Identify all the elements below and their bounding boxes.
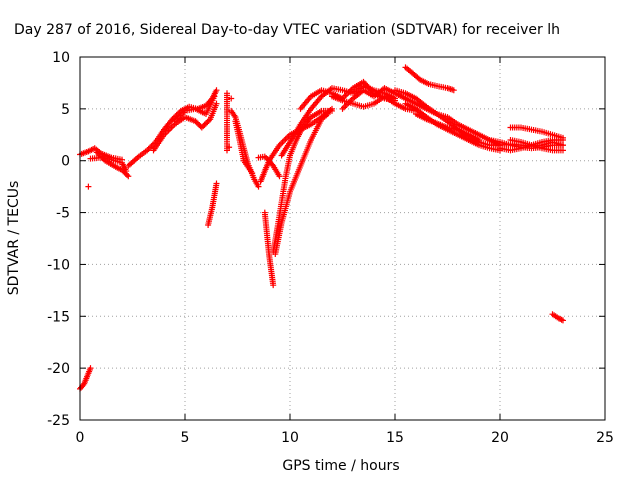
data-point xyxy=(270,282,277,289)
x-tick-label: 10 xyxy=(281,430,299,446)
data-point xyxy=(560,134,566,141)
x-tick-label: 15 xyxy=(386,430,404,446)
data-point xyxy=(211,93,218,100)
data-point xyxy=(476,136,482,143)
x-tick-label: 5 xyxy=(181,430,190,446)
data-point xyxy=(125,173,132,180)
data-point xyxy=(557,316,564,323)
data-point xyxy=(276,173,283,180)
x-tick-label: 25 xyxy=(596,430,614,446)
y-tick-label: 10 xyxy=(52,50,70,66)
x-axis-label: GPS time / hours xyxy=(282,458,399,474)
y-axis-label: SDTVAR / TECUs xyxy=(6,181,22,296)
y-tick-labels: 10 5 0 -5 -10 -15 -20 -25 xyxy=(47,50,70,429)
chart-title: Day 287 of 2016, Sidereal Day-to-day VTE… xyxy=(14,22,560,38)
y-tick-label: 0 xyxy=(61,154,70,170)
data-point xyxy=(560,147,566,154)
data-point xyxy=(329,107,335,114)
data-point xyxy=(450,87,457,94)
axis-ticks xyxy=(79,56,606,421)
data-point xyxy=(226,144,233,151)
data-point xyxy=(100,156,107,163)
y-tick-label: -25 xyxy=(47,413,70,429)
plot-frame xyxy=(79,56,606,421)
y-tick-label: -20 xyxy=(47,361,70,377)
data-point xyxy=(560,317,566,324)
data-points xyxy=(77,64,566,392)
data-point xyxy=(85,183,92,190)
data-point xyxy=(255,183,262,190)
data-point xyxy=(80,381,87,388)
data-point xyxy=(203,120,209,127)
data-point xyxy=(213,100,220,107)
data-point xyxy=(147,144,153,151)
x-tick-labels: 0 5 10 15 20 25 xyxy=(76,430,614,446)
data-point xyxy=(204,118,211,125)
data-point xyxy=(560,142,566,149)
data-point xyxy=(93,149,100,156)
x-tick-label: 20 xyxy=(491,430,509,446)
data-point xyxy=(324,111,331,118)
data-point xyxy=(224,147,230,154)
y-tick-label: -15 xyxy=(47,309,70,325)
data-point xyxy=(213,87,220,94)
y-tick-label: 5 xyxy=(61,102,70,118)
x-tick-label: 0 xyxy=(76,430,85,446)
data-point xyxy=(87,365,94,372)
y-tick-label: -10 xyxy=(47,257,70,273)
data-point xyxy=(124,172,131,179)
data-point xyxy=(249,170,256,177)
data-point xyxy=(228,95,235,102)
y-tick-label: -5 xyxy=(56,206,70,222)
data-point xyxy=(213,180,220,187)
